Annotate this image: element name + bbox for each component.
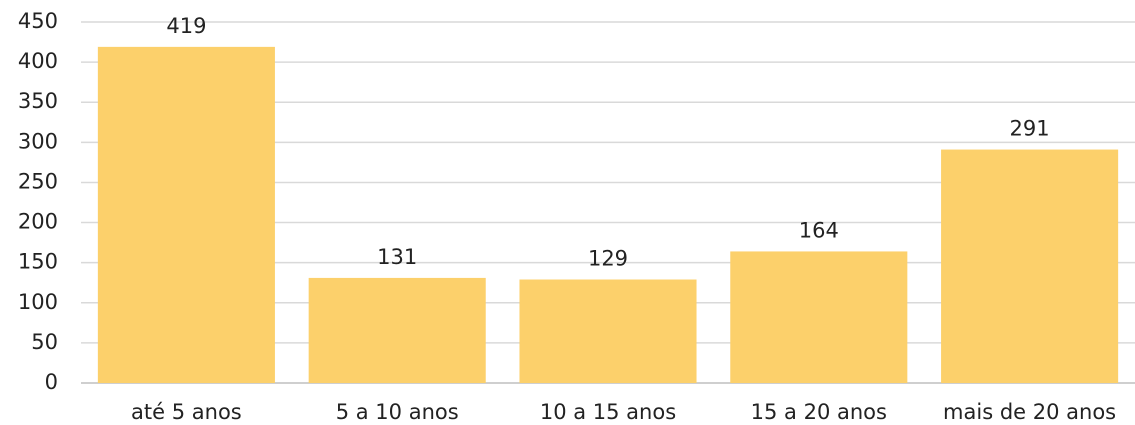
y-tick-label: 350 bbox=[18, 89, 58, 113]
y-tick-label: 300 bbox=[18, 129, 58, 153]
data-label: 164 bbox=[799, 218, 839, 242]
bar bbox=[308, 277, 486, 383]
data-label: 291 bbox=[1010, 117, 1050, 141]
data-label: 131 bbox=[377, 245, 417, 269]
x-tick-label: até 5 anos bbox=[131, 400, 242, 424]
y-tick-label: 200 bbox=[18, 210, 58, 234]
bar bbox=[519, 279, 697, 383]
bar bbox=[941, 149, 1119, 383]
y-tick-label: 400 bbox=[18, 49, 58, 73]
data-label: 419 bbox=[166, 14, 206, 38]
data-label: 129 bbox=[588, 247, 628, 271]
bar bbox=[97, 46, 275, 383]
y-tick-label: 150 bbox=[18, 250, 58, 274]
x-tick-label: 5 a 10 anos bbox=[336, 400, 459, 424]
y-tick-label: 100 bbox=[18, 290, 58, 314]
y-tick-label: 0 bbox=[45, 370, 58, 394]
x-tick-label: 15 a 20 anos bbox=[751, 400, 887, 424]
x-tick-label: mais de 20 anos bbox=[943, 400, 1116, 424]
y-tick-label: 250 bbox=[18, 169, 58, 193]
x-tick-label: 10 a 15 anos bbox=[540, 400, 676, 424]
y-tick-label: 50 bbox=[31, 330, 58, 354]
y-tick-label: 450 bbox=[18, 9, 58, 33]
bar bbox=[730, 251, 908, 383]
